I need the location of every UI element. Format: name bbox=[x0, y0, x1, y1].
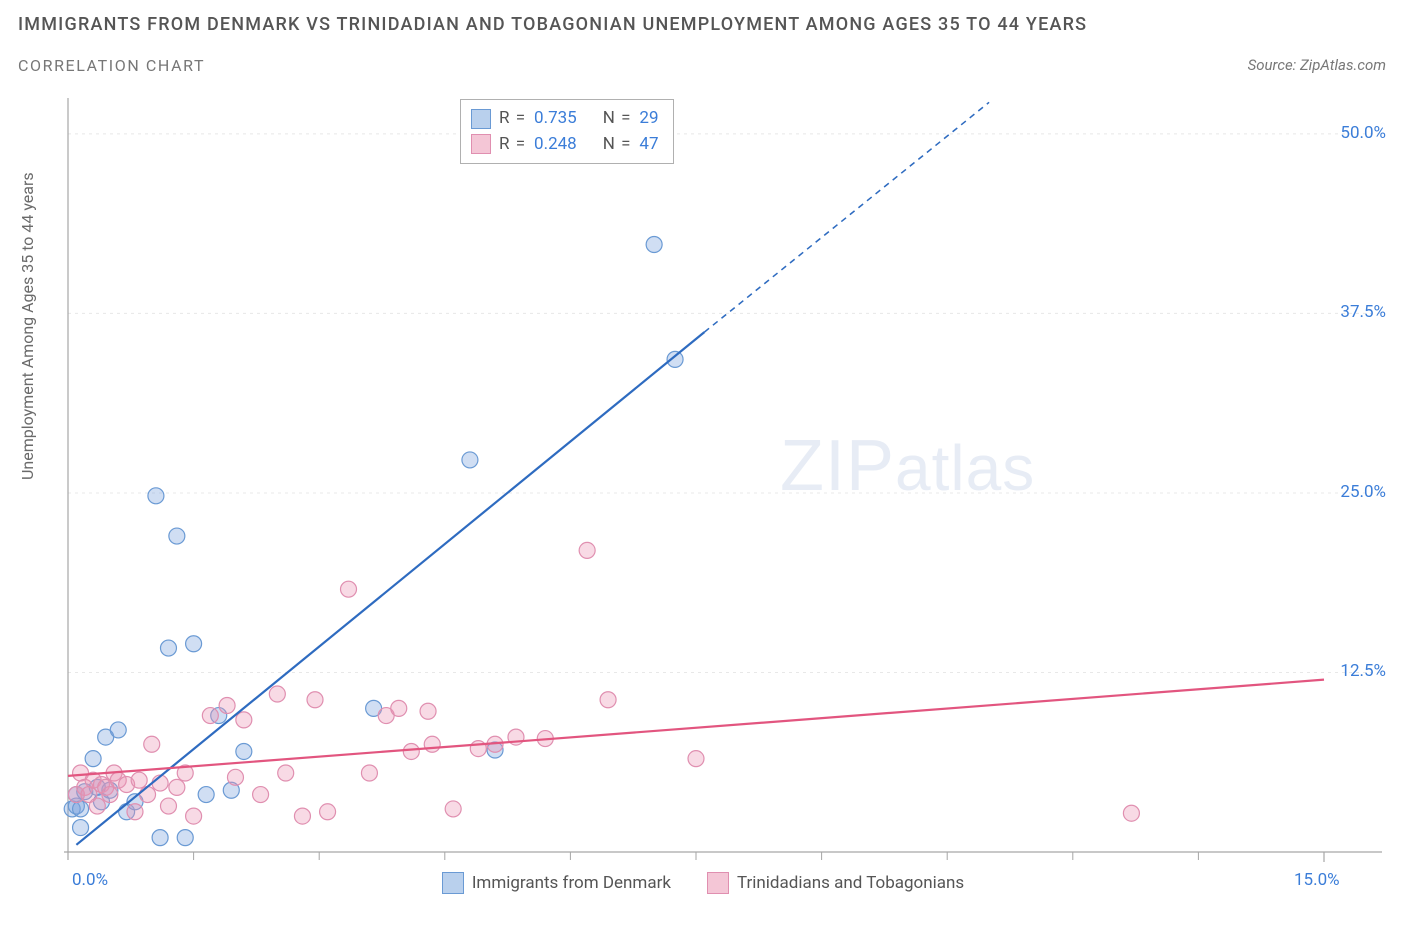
r-label: R = bbox=[499, 106, 526, 132]
y-tick-label: 12.5% bbox=[1340, 661, 1386, 681]
chart-subtitle: CORRELATION CHART bbox=[18, 56, 205, 75]
legend-swatch-series-0 bbox=[471, 109, 491, 129]
legend-swatch-series-1 bbox=[707, 872, 729, 894]
scatter-plot-svg bbox=[62, 92, 1382, 868]
legend-label: Trinidadians and Tobagonians bbox=[737, 873, 964, 893]
n-label: N = bbox=[603, 132, 632, 158]
legend-row: R = 0.248 N = 47 bbox=[471, 132, 659, 158]
source-prefix: Source: bbox=[1248, 56, 1300, 74]
legend-label: Immigrants from Denmark bbox=[472, 873, 671, 893]
r-value: 0.248 bbox=[534, 132, 577, 158]
r-value: 0.735 bbox=[534, 106, 577, 132]
plot-area bbox=[62, 92, 1382, 868]
y-tick-label: 50.0% bbox=[1340, 123, 1386, 143]
y-tick-label: 37.5% bbox=[1340, 302, 1386, 322]
y-tick-label: 25.0% bbox=[1340, 482, 1386, 502]
chart-container: IMMIGRANTS FROM DENMARK VS TRINIDADIAN A… bbox=[0, 0, 1406, 930]
legend-correlation-box: R = 0.735 N = 29 R = 0.248 N = 47 bbox=[460, 99, 674, 164]
legend-row: R = 0.735 N = 29 bbox=[471, 106, 659, 132]
n-value: 47 bbox=[639, 132, 658, 158]
y-axis-label: Unemployment Among Ages 35 to 44 years bbox=[18, 172, 37, 480]
chart-source: Source: ZipAtlas.com bbox=[1248, 56, 1386, 74]
n-label: N = bbox=[603, 106, 632, 132]
legend-swatch-series-1 bbox=[471, 134, 491, 154]
n-value: 29 bbox=[639, 106, 658, 132]
source-name: ZipAtlas.com bbox=[1300, 56, 1386, 74]
legend-series: Immigrants from Denmark Trinidadians and… bbox=[0, 872, 1406, 894]
legend-item: Trinidadians and Tobagonians bbox=[707, 872, 964, 894]
r-label: R = bbox=[499, 132, 526, 158]
legend-item: Immigrants from Denmark bbox=[442, 872, 671, 894]
legend-swatch-series-0 bbox=[442, 872, 464, 894]
chart-title: IMMIGRANTS FROM DENMARK VS TRINIDADIAN A… bbox=[18, 14, 1087, 35]
